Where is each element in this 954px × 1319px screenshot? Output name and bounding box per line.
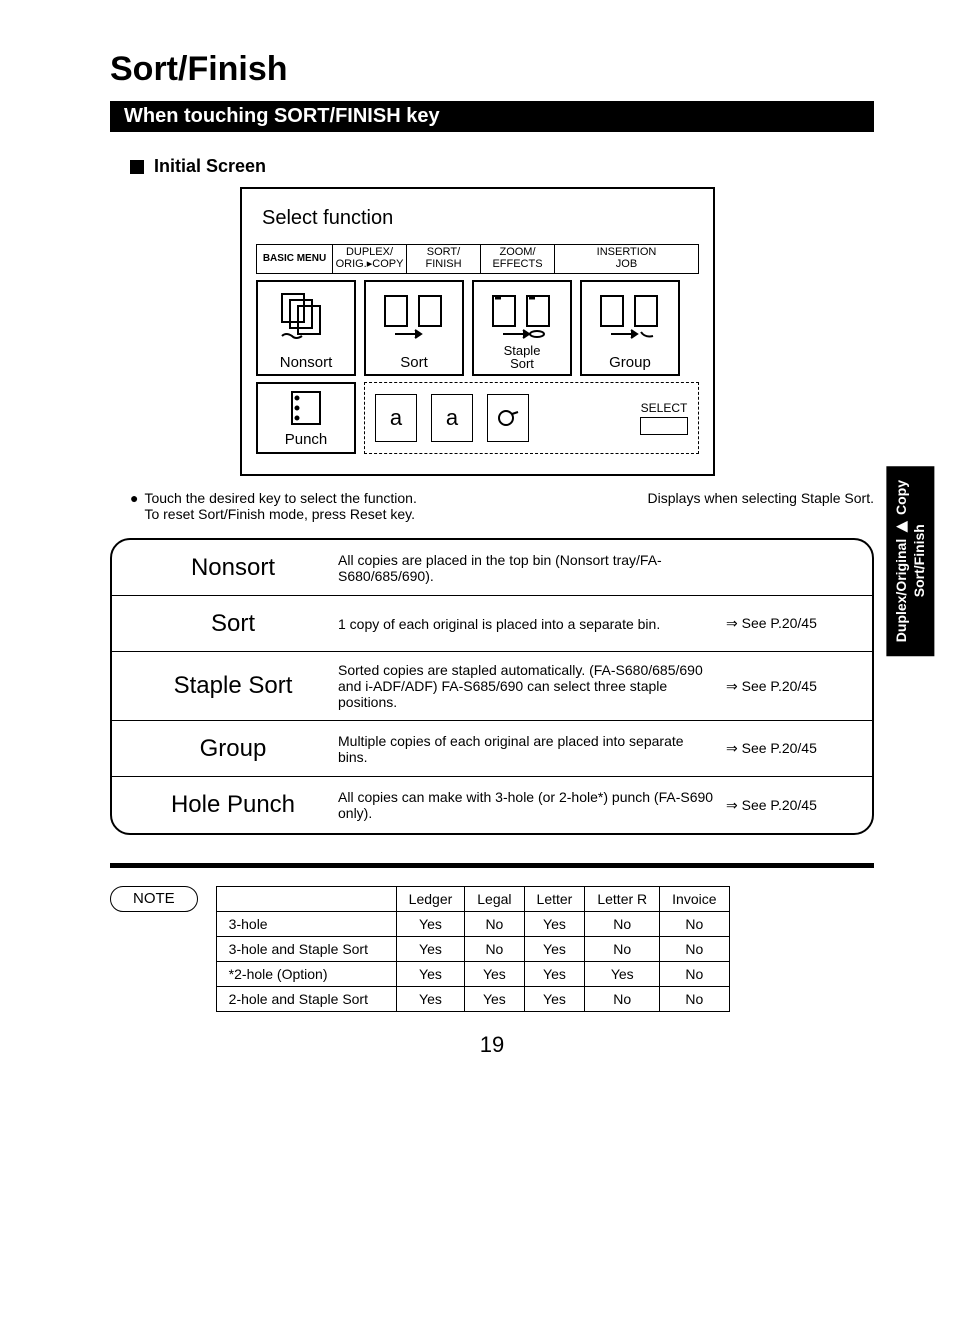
func-name-group: Group: [128, 735, 338, 763]
tab-insert-bot: JOB: [616, 259, 637, 271]
staple-pos-3[interactable]: [487, 394, 529, 442]
row-2hole-staple: 2-hole and Staple Sort: [216, 987, 396, 1012]
tab-zoom-bot: EFFECTS: [492, 259, 542, 271]
func-ref-staple-sort: ⇒ See P.20/45: [726, 678, 856, 695]
row-3hole: 3-hole: [216, 912, 396, 937]
col-letter: Letter: [524, 887, 585, 912]
nonsort-button[interactable]: Nonsort: [256, 280, 356, 376]
punch-icon: [284, 388, 328, 428]
note-right: Displays when selecting Staple Sort.: [648, 490, 874, 522]
tab-duplex[interactable]: DUPLEX/ ORIG.▸COPY: [333, 245, 407, 273]
table-row: Staple Sort Sorted copies are stapled au…: [112, 652, 872, 721]
punch-label: Punch: [285, 431, 328, 448]
divider: [110, 863, 874, 868]
page-number: 19: [110, 1032, 874, 1058]
tab-sort-bot: FINISH: [425, 259, 461, 271]
sort-button[interactable]: Sort: [364, 280, 464, 376]
col-ledger: Ledger: [396, 887, 465, 912]
group-button[interactable]: Group: [580, 280, 680, 376]
select-button[interactable]: [640, 417, 688, 435]
table-row: Group Multiple copies of each original a…: [112, 721, 872, 777]
func-ref-group: ⇒ See P.20/45: [726, 740, 856, 757]
table-row: 3-hole Yes No Yes No No: [216, 912, 729, 937]
func-desc-sort: 1 copy of each original is placed into a…: [338, 616, 726, 632]
nonsort-label: Nonsort: [280, 355, 333, 370]
compatibility-table: Ledger Legal Letter Letter R Invoice 3-h…: [216, 886, 730, 1012]
group-icon: [595, 288, 665, 342]
func-desc-group: Multiple copies of each original are pla…: [338, 733, 726, 765]
note-pill: NOTE: [110, 886, 198, 912]
staple-position-selector: a a SELECT: [364, 382, 699, 454]
punch-button[interactable]: Punch: [256, 382, 356, 454]
func-name-staple-sort: Staple Sort: [128, 672, 338, 700]
tab-row: BASIC MENU DUPLEX/ ORIG.▸COPY SORT/ FINI…: [256, 244, 699, 274]
group-label: Group: [609, 355, 651, 370]
col-blank: [216, 887, 396, 912]
row-2hole: *2-hole (Option): [216, 962, 396, 987]
screen-title: Select function: [262, 207, 699, 230]
sort-label: Sort: [400, 355, 428, 370]
note-left-line1: Touch the desired key to select the func…: [144, 490, 416, 506]
section-bar: When touching SORT/FINISH key: [110, 101, 874, 132]
func-desc-hole-punch: All copies can make with 3-hole (or 2-ho…: [338, 789, 726, 821]
subhead-initial-screen: Initial Screen: [154, 156, 266, 177]
func-desc-staple-sort: Sorted copies are stapled automatically.…: [338, 662, 726, 710]
staple-sort-label: StapleSort: [504, 345, 541, 370]
table-row: 3-hole and Staple Sort Yes No Yes No No: [216, 937, 729, 962]
table-row: *2-hole (Option) Yes Yes Yes Yes No: [216, 962, 729, 987]
staple-sort-icon: [487, 288, 557, 342]
tab-insertion[interactable]: INSERTION JOB: [555, 245, 698, 273]
tab-sort-finish[interactable]: SORT/ FINISH: [407, 245, 481, 273]
staple-sort-button[interactable]: StapleSort: [472, 280, 572, 376]
nonsort-icon: [276, 288, 336, 342]
table-row: Nonsort All copies are placed in the top…: [112, 540, 872, 596]
tab-zoom[interactable]: ZOOM/ EFFECTS: [481, 245, 555, 273]
side-tab: Duplex/Original ▶ Copy Sort/Finish: [886, 466, 934, 656]
staple-pos-2[interactable]: a: [431, 394, 473, 442]
functions-table: Nonsort All copies are placed in the top…: [110, 538, 874, 835]
func-name-nonsort: Nonsort: [128, 554, 338, 582]
page-title: Sort/Finish: [110, 50, 874, 89]
func-name-hole-punch: Hole Punch: [128, 791, 338, 819]
table-row: Hole Punch All copies can make with 3-ho…: [112, 777, 872, 833]
col-letter-r: Letter R: [585, 887, 660, 912]
sort-icon: [379, 288, 449, 342]
col-invoice: Invoice: [660, 887, 729, 912]
table-row: Sort 1 copy of each original is placed i…: [112, 596, 872, 652]
table-row: 2-hole and Staple Sort Yes Yes Yes No No: [216, 987, 729, 1012]
initial-screen-diagram: Select function BASIC MENU DUPLEX/ ORIG.…: [240, 187, 715, 476]
tab-duplex-bot: ORIG.▸COPY: [336, 259, 404, 271]
func-name-sort: Sort: [128, 610, 338, 638]
row-3hole-staple: 3-hole and Staple Sort: [216, 937, 396, 962]
col-legal: Legal: [465, 887, 524, 912]
table-header-row: Ledger Legal Letter Letter R Invoice: [216, 887, 729, 912]
func-ref-hole-punch: ⇒ See P.20/45: [726, 797, 856, 814]
tab-basic-menu[interactable]: BASIC MENU: [257, 245, 333, 273]
select-label: SELECT: [641, 401, 688, 415]
note-left-line2: To reset Sort/Finish mode, press Reset k…: [144, 506, 416, 522]
side-tab-line2: Sort/Finish: [911, 525, 927, 598]
side-tab-line1: Duplex/Original ▶ Copy: [893, 480, 909, 642]
bullet-icon: ●: [130, 490, 138, 522]
square-bullet-icon: [130, 160, 144, 174]
func-desc-nonsort: All copies are placed in the top bin (No…: [338, 552, 726, 584]
staple-pos-1[interactable]: a: [375, 394, 417, 442]
func-ref-sort: ⇒ See P.20/45: [726, 615, 856, 632]
